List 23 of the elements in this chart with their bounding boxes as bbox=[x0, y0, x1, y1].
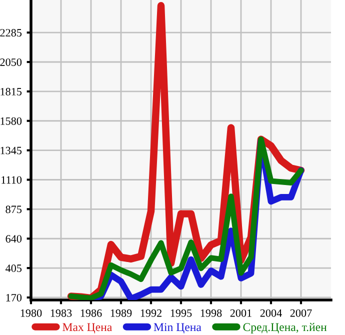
y-tick-label: 1815 bbox=[0, 88, 22, 96]
y-tick-label: 405 bbox=[6, 264, 22, 272]
y-tick-label: 1110 bbox=[2, 176, 22, 184]
y-tick-label: 875 bbox=[6, 206, 22, 214]
x-tick-label: 1980 bbox=[20, 309, 42, 317]
y-tick-label: 1580 bbox=[0, 117, 22, 125]
x-tick-label: 2004 bbox=[260, 309, 282, 317]
x-tick-label: 1995 bbox=[170, 309, 192, 317]
x-tick-label: 2001 bbox=[230, 309, 252, 317]
x-tick-label: 1983 bbox=[50, 309, 72, 317]
legend-label: Max Цена bbox=[62, 323, 112, 334]
x-tick-label: 1998 bbox=[200, 309, 222, 317]
x-tick-label: 1989 bbox=[110, 309, 132, 317]
legend-label: Min Цена bbox=[154, 323, 202, 334]
x-tick-label: 1992 bbox=[140, 309, 162, 317]
x-tick-label: 1986 bbox=[80, 309, 102, 317]
y-tick-label: 2285 bbox=[0, 29, 22, 37]
legend-label: Сред.Цена, т.йен bbox=[243, 322, 327, 334]
y-tick-label: 640 bbox=[6, 235, 22, 243]
x-tick-label: 2007 bbox=[290, 309, 312, 317]
y-tick-label: 170 bbox=[6, 294, 22, 302]
y-tick-label: 2050 bbox=[0, 58, 22, 66]
y-tick-label: 1345 bbox=[0, 146, 22, 154]
